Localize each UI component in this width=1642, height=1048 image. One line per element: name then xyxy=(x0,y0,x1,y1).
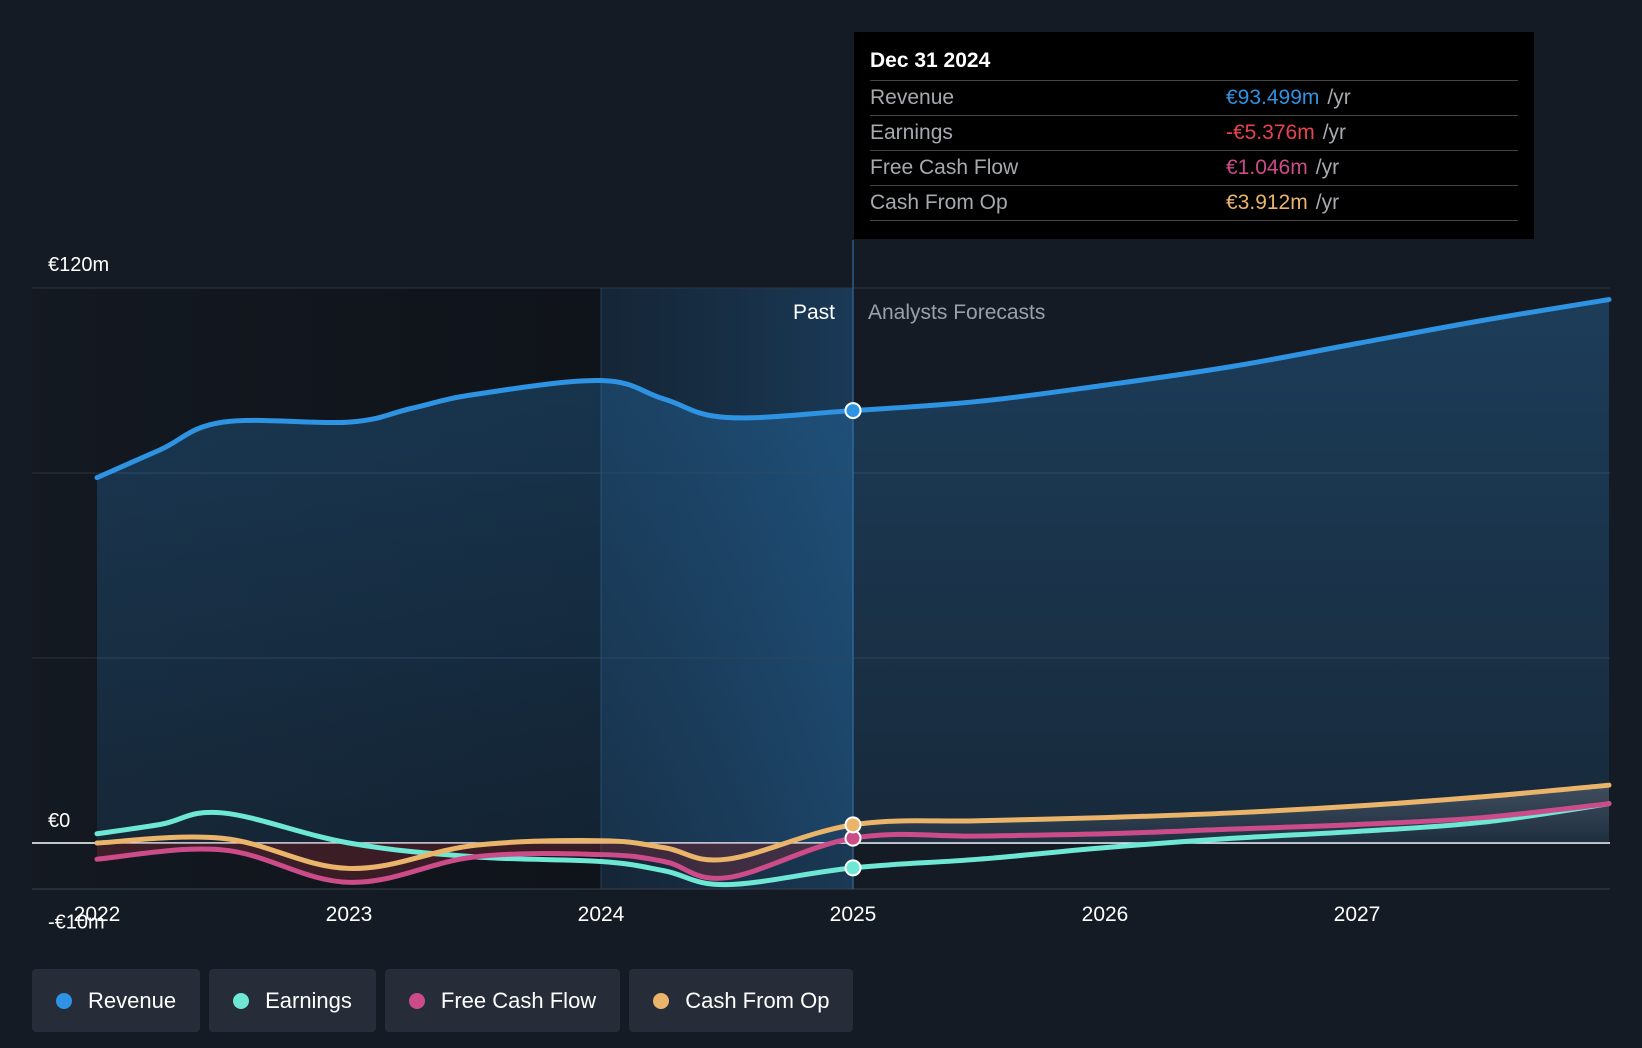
x-tick-label: 2024 xyxy=(578,903,625,926)
tooltip-date: Dec 31 2024 xyxy=(870,46,1518,81)
earnings-line xyxy=(94,801,1612,888)
tooltip-label: Free Cash Flow xyxy=(870,156,1019,179)
legend-dot-icon xyxy=(408,992,425,1009)
revenue-area xyxy=(97,299,1609,843)
tooltip-unit: /yr xyxy=(1315,156,1340,179)
x-tick-label: 2025 xyxy=(830,903,877,926)
y-tick-label: -€10m xyxy=(48,911,105,933)
tooltip-value: €93.499m xyxy=(1226,86,1320,109)
tooltip-unit: /yr xyxy=(1327,86,1351,109)
tooltip-row-cash-from-op: Cash From Op €3.912m /yr xyxy=(870,186,1518,221)
tooltip-value: €1.046m xyxy=(1226,156,1308,179)
free-cash-flow-line xyxy=(94,801,1612,885)
tooltip-row-free-cash-flow: Free Cash Flow €1.046m /yr xyxy=(870,151,1518,186)
tooltip-value: -€5.376m xyxy=(1226,121,1315,144)
tooltip-unit: /yr xyxy=(1322,121,1347,144)
y-tick-label: €120m xyxy=(48,254,109,276)
legend-item-cash-from-op[interactable]: Cash From Op xyxy=(629,969,854,1032)
legend-label: Cash From Op xyxy=(685,987,830,1013)
x-tick-label: 2022 xyxy=(74,903,121,926)
legend-item-free-cash-flow[interactable]: Free Cash Flow xyxy=(384,969,621,1032)
tooltip-value: €3.912m xyxy=(1226,191,1308,214)
legend: Revenue Earnings Free Cash Flow Cash Fro… xyxy=(32,969,854,1032)
past-label: Past xyxy=(793,301,835,324)
legend-dot-icon xyxy=(56,992,72,1009)
tooltip-label: Revenue xyxy=(870,86,955,109)
x-tick-label: 2026 xyxy=(1082,903,1129,926)
revenue-marker xyxy=(844,402,862,420)
legend-item-earnings[interactable]: Earnings xyxy=(209,969,376,1032)
cash-from-op-marker xyxy=(844,816,862,834)
tooltip-row-earnings: Earnings -€5.376m /yr xyxy=(870,116,1518,151)
revenue-line xyxy=(94,297,1612,481)
legend-dot-icon xyxy=(653,992,670,1009)
forecast-label: Analysts Forecasts xyxy=(868,301,1045,324)
legend-label: Revenue xyxy=(88,987,177,1013)
tooltip-panel: Dec 31 2024 Revenue €93.499m /yr Earning… xyxy=(854,32,1534,239)
tooltip-label: Cash From Op xyxy=(870,191,1008,214)
x-tick-label: 2023 xyxy=(326,903,373,926)
legend-label: Earnings xyxy=(265,987,352,1013)
legend-item-revenue[interactable]: Revenue xyxy=(32,969,201,1032)
legend-dot-icon xyxy=(233,992,250,1009)
tooltip-row-revenue: Revenue €93.499m /yr xyxy=(870,81,1518,116)
x-tick-label: 2027 xyxy=(1334,903,1381,926)
legend-label: Free Cash Flow xyxy=(440,987,597,1013)
cash-from-op-line xyxy=(94,782,1612,871)
earnings-marker xyxy=(844,859,862,877)
tooltip-label: Earnings xyxy=(870,121,953,144)
tooltip-unit: /yr xyxy=(1315,191,1340,214)
y-tick-label: €0 xyxy=(48,810,70,832)
